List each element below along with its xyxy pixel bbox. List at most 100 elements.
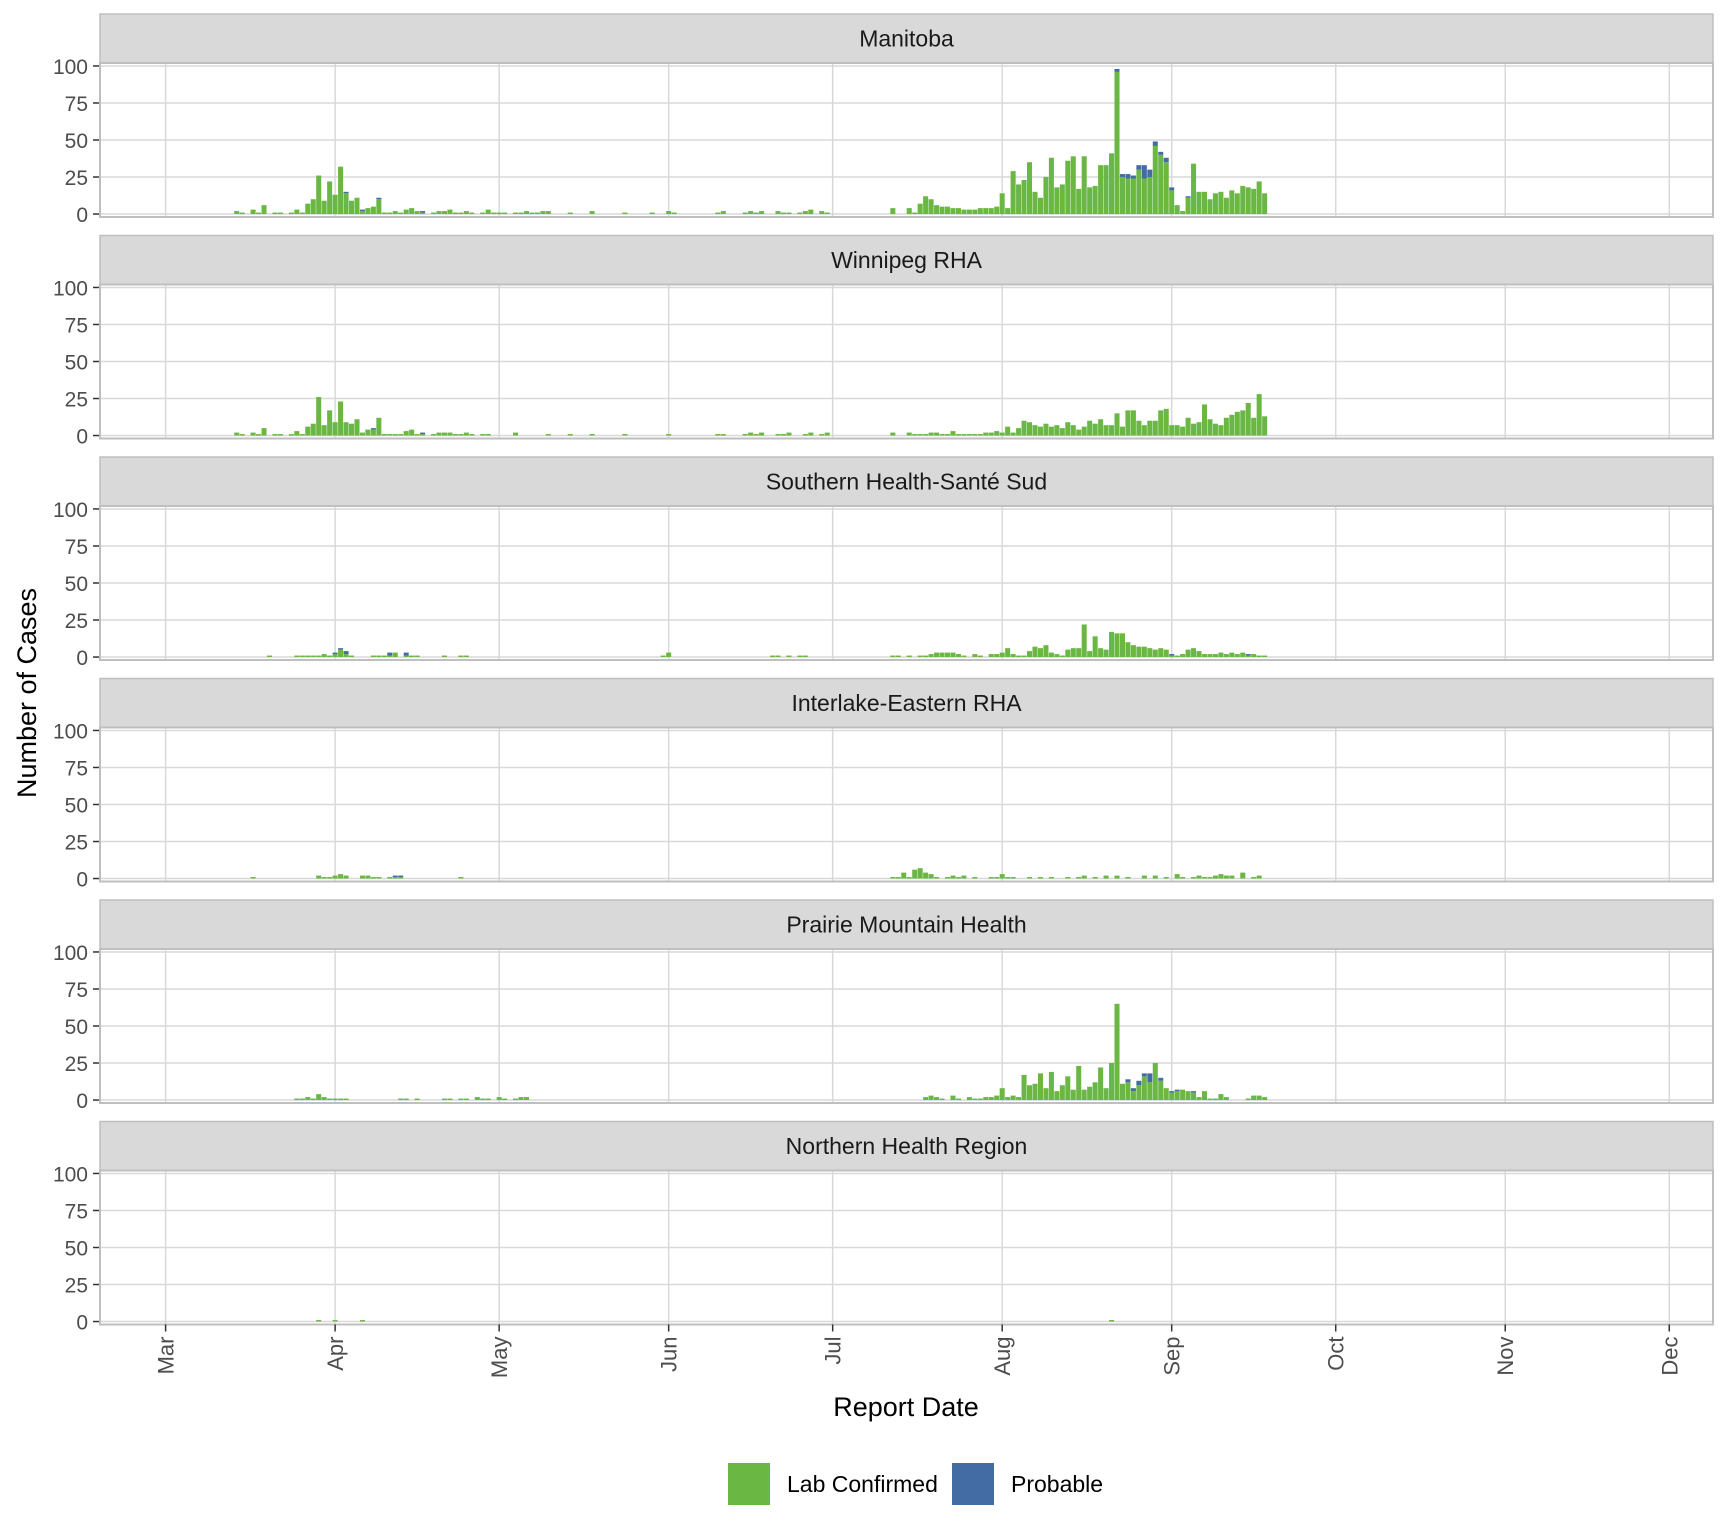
bar-lab-confirmed	[441, 432, 447, 436]
y-tick-label: 0	[76, 1090, 88, 1113]
bar-lab-confirmed	[1245, 655, 1251, 658]
bar-lab-confirmed	[1234, 193, 1240, 215]
bar-lab-confirmed	[1087, 1086, 1093, 1101]
bar-lab-confirmed	[1130, 1091, 1136, 1101]
facet-strip	[99, 1120, 1714, 1172]
bar-lab-confirmed	[1059, 184, 1065, 215]
facet-title: Northern Health Region	[786, 1133, 1028, 1159]
bar-lab-confirmed	[1037, 197, 1043, 215]
bar-lab-confirmed	[1196, 422, 1202, 436]
bar-lab-confirmed	[540, 211, 546, 215]
bar-lab-confirmed	[316, 1094, 322, 1101]
bar-lab-confirmed	[414, 434, 420, 436]
bar-lab-confirmed	[1229, 652, 1235, 658]
bar-lab-confirmed	[923, 196, 929, 215]
bar-lab-confirmed	[523, 1097, 530, 1101]
bar-lab-confirmed	[1065, 877, 1071, 879]
legend-swatch	[952, 1463, 994, 1505]
bar-lab-confirmed	[1212, 423, 1218, 436]
bar-lab-confirmed	[403, 209, 409, 215]
legend-label: Lab Confirmed	[787, 1471, 938, 1497]
bar-lab-confirmed	[1158, 154, 1164, 215]
bar-lab-confirmed	[912, 869, 918, 879]
bar-lab-confirmed	[1262, 1097, 1268, 1101]
bar-probable	[1185, 196, 1191, 198]
bar-lab-confirmed	[234, 211, 240, 215]
bar-lab-confirmed	[1201, 404, 1208, 436]
x-tick-label: May	[487, 1337, 512, 1379]
bar-lab-confirmed	[1169, 190, 1175, 215]
y-tick-label: 25	[65, 389, 88, 412]
bar-lab-confirmed	[1048, 426, 1054, 436]
bar-lab-confirmed	[797, 212, 803, 215]
bar-lab-confirmed	[934, 1097, 940, 1101]
bar-lab-confirmed	[666, 434, 672, 436]
bar-lab-confirmed	[715, 434, 721, 436]
bar-lab-confirmed	[239, 212, 245, 215]
bar-lab-confirmed	[1043, 177, 1049, 215]
bar-lab-confirmed	[1037, 426, 1043, 436]
bar-lab-confirmed	[923, 655, 929, 658]
bar-lab-confirmed	[786, 212, 792, 215]
bar-lab-confirmed	[1207, 419, 1213, 436]
bar-lab-confirmed	[1223, 654, 1229, 658]
bar-lab-confirmed	[365, 875, 371, 879]
bar-lab-confirmed	[376, 877, 382, 879]
bar-lab-confirmed	[338, 1098, 344, 1101]
bar-lab-confirmed	[961, 209, 967, 215]
bar-lab-confirmed	[1021, 655, 1027, 658]
bar-lab-confirmed	[1223, 417, 1229, 436]
y-tick-label: 25	[65, 1275, 88, 1298]
bar-lab-confirmed	[1218, 191, 1224, 215]
bar-lab-confirmed	[966, 1097, 972, 1101]
bar-lab-confirmed	[332, 1320, 338, 1322]
panel-border	[99, 505, 1714, 661]
bar-lab-confirmed	[1076, 188, 1082, 215]
bar-lab-confirmed	[1065, 649, 1071, 658]
bar-lab-confirmed	[589, 434, 595, 436]
bar-lab-confirmed	[759, 432, 765, 436]
bar-lab-confirmed	[1109, 425, 1115, 436]
bar-lab-confirmed	[780, 212, 786, 215]
bar-lab-confirmed	[939, 434, 945, 436]
bar-lab-confirmed	[1027, 877, 1033, 879]
bar-lab-confirmed	[1174, 425, 1180, 436]
bar-lab-confirmed	[370, 206, 376, 215]
bar-lab-confirmed	[1185, 649, 1191, 658]
bar-lab-confirmed	[338, 874, 344, 879]
bar-lab-confirmed	[305, 655, 311, 658]
bar-lab-confirmed	[890, 877, 896, 879]
bar-lab-confirmed	[1169, 1092, 1175, 1101]
bar-probable	[398, 875, 404, 878]
bar-lab-confirmed	[1048, 1071, 1054, 1101]
bar-lab-confirmed	[1125, 1082, 1131, 1101]
y-tick-label: 100	[53, 56, 88, 79]
bar-lab-confirmed	[316, 175, 322, 215]
bar-lab-confirmed	[261, 428, 267, 436]
bar-lab-confirmed	[338, 166, 344, 215]
bar-lab-confirmed	[370, 429, 376, 436]
bar-lab-confirmed	[917, 434, 923, 436]
bar-lab-confirmed	[261, 205, 267, 215]
bar-probable	[1191, 1091, 1197, 1093]
bar-lab-confirmed	[513, 212, 519, 215]
bar-lab-confirmed	[1256, 655, 1262, 658]
x-tick-label: Sep	[1160, 1337, 1185, 1376]
bar-lab-confirmed	[1043, 423, 1049, 436]
bar-lab-confirmed	[1032, 1083, 1038, 1101]
bar-lab-confirmed	[1218, 425, 1224, 436]
bar-lab-confirmed	[1169, 655, 1175, 658]
bar-lab-confirmed	[485, 1098, 491, 1101]
bar-lab-confirmed	[928, 432, 934, 436]
bar-lab-confirmed	[1207, 1098, 1213, 1101]
bar-lab-confirmed	[950, 652, 956, 658]
bar-lab-confirmed	[370, 655, 376, 658]
bar-lab-confirmed	[1125, 642, 1131, 658]
bar-lab-confirmed	[1119, 1083, 1125, 1101]
bar-lab-confirmed	[502, 212, 508, 215]
bar-lab-confirmed	[775, 211, 781, 215]
bar-lab-confirmed	[1005, 1097, 1011, 1101]
bar-lab-confirmed	[759, 211, 765, 215]
bar-lab-confirmed	[1070, 1089, 1076, 1101]
bar-lab-confirmed	[808, 432, 814, 436]
